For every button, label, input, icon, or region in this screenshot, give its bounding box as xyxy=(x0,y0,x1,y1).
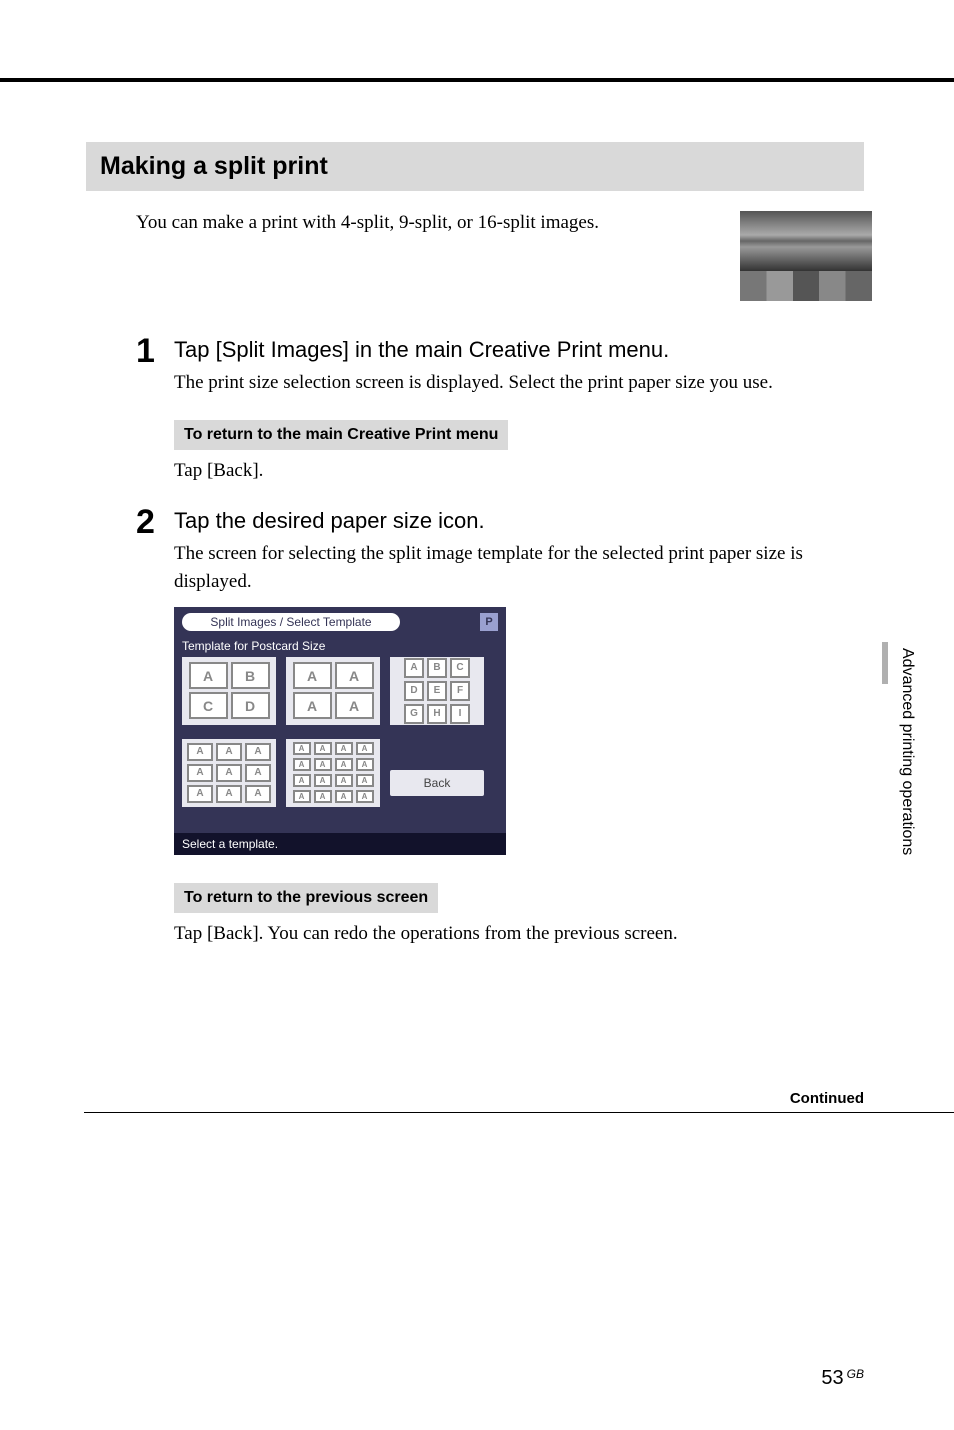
content-area: Making a split print You can make a prin… xyxy=(0,82,954,945)
template-row-1: A B C D A A A A A B C D xyxy=(182,657,484,725)
sub-body: Tap [Back]. You can redo the operations … xyxy=(174,923,864,945)
cell: A xyxy=(356,758,374,771)
cell: A xyxy=(293,742,311,755)
continued-rule xyxy=(84,1112,954,1113)
ss-badge: P xyxy=(480,613,498,631)
cell: A xyxy=(335,662,374,689)
step-head: Tap [Split Images] in the main Creative … xyxy=(174,337,864,363)
template-4split[interactable]: A B C D xyxy=(182,657,276,725)
cell: A xyxy=(335,692,374,719)
template-16split[interactable]: A A A A A A A A A A A A A A A xyxy=(286,739,380,807)
cell: A xyxy=(245,764,271,782)
continued-label: Continued xyxy=(790,1090,864,1107)
cell: A xyxy=(216,785,242,803)
split-thumbnail xyxy=(740,211,872,301)
template-4split-same[interactable]: A A A A xyxy=(286,657,380,725)
template-row-2: A A A A A A A A A A A A A xyxy=(182,739,484,807)
cell: H xyxy=(427,704,447,724)
cell: E xyxy=(427,681,447,701)
step-para: The screen for selecting the split image… xyxy=(174,540,864,597)
side-running-head: Advanced printing operations xyxy=(898,648,916,855)
back-button[interactable]: Back xyxy=(390,770,484,796)
cell: A xyxy=(293,758,311,771)
step-para: The print size selection screen is displ… xyxy=(174,369,864,398)
cell: A xyxy=(189,662,228,689)
cell: A xyxy=(293,662,332,689)
step-2: 2 Tap the desired paper size icon. The s… xyxy=(136,508,864,945)
cell: C xyxy=(450,658,470,678)
cell: G xyxy=(404,704,424,724)
side-bar-accent xyxy=(882,642,888,684)
step-body: Tap [Split Images] in the main Creative … xyxy=(170,337,864,482)
cell: A xyxy=(356,742,374,755)
cell: A xyxy=(187,785,213,803)
cell: A xyxy=(314,790,332,803)
cell: A xyxy=(293,790,311,803)
cell: A xyxy=(356,774,374,787)
cell: A xyxy=(314,758,332,771)
sub-heading: To return to the previous screen xyxy=(174,883,438,913)
template-9split[interactable]: A B C D E F G H I xyxy=(390,657,484,725)
cell: F xyxy=(450,681,470,701)
cell: B xyxy=(427,658,447,678)
cell: A xyxy=(245,785,271,803)
cell: A xyxy=(293,692,332,719)
ss-subtitle: Template for Postcard Size xyxy=(182,639,325,653)
cell: A xyxy=(293,774,311,787)
page-number: 53 GB xyxy=(821,1367,864,1390)
ss-title: Split Images / Select Template xyxy=(182,613,400,631)
cell: A xyxy=(356,790,374,803)
template-9split-same[interactable]: A A A A A A A A A xyxy=(182,739,276,807)
section-heading: Making a split print xyxy=(86,142,864,191)
sub-body: Tap [Back]. xyxy=(174,460,864,482)
cell: D xyxy=(404,681,424,701)
step-1: 1 Tap [Split Images] in the main Creativ… xyxy=(136,337,864,482)
cell: A xyxy=(314,774,332,787)
step-body: Tap the desired paper size icon. The scr… xyxy=(170,508,864,945)
cell: A xyxy=(335,758,353,771)
step-number: 1 xyxy=(136,334,170,482)
cell: A xyxy=(216,764,242,782)
ss-footer: Select a template. xyxy=(174,833,506,855)
cell: A xyxy=(216,743,242,761)
cell: A xyxy=(335,774,353,787)
cell: A xyxy=(335,742,353,755)
intro-block: You can make a print with 4-split, 9-spl… xyxy=(136,209,864,301)
cell: A xyxy=(187,743,213,761)
template-select-screenshot: Split Images / Select Template P Templat… xyxy=(174,607,506,855)
page-region: GB xyxy=(847,1367,864,1381)
cell: A xyxy=(404,658,424,678)
step-head: Tap the desired paper size icon. xyxy=(174,508,864,534)
cell: B xyxy=(231,662,270,689)
intro-text: You can make a print with 4-split, 9-spl… xyxy=(136,212,599,233)
cell: A xyxy=(314,742,332,755)
cell: D xyxy=(231,692,270,719)
sub-heading: To return to the main Creative Print men… xyxy=(174,420,508,450)
cell: C xyxy=(189,692,228,719)
cell: A xyxy=(187,764,213,782)
cell: A xyxy=(245,743,271,761)
cell: I xyxy=(450,704,470,724)
page-number-value: 53 xyxy=(821,1367,843,1389)
step-number: 2 xyxy=(136,505,170,945)
cell: A xyxy=(335,790,353,803)
